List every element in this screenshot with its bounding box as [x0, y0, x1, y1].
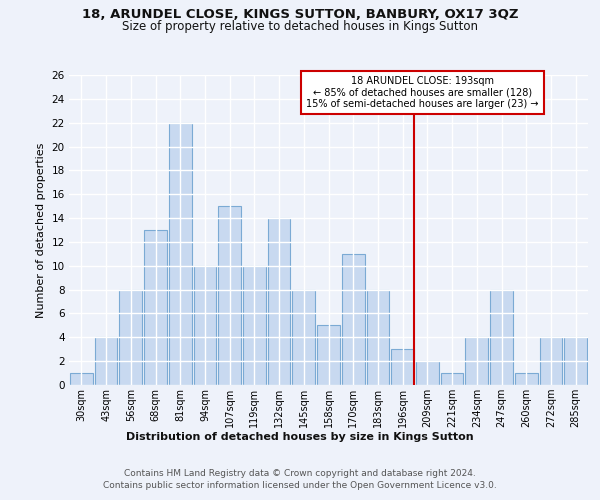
- Bar: [441, 373, 463, 385]
- Bar: [268, 218, 290, 385]
- Bar: [292, 290, 315, 385]
- Bar: [218, 206, 241, 385]
- Bar: [515, 373, 538, 385]
- Bar: [539, 338, 562, 385]
- Text: Distribution of detached houses by size in Kings Sutton: Distribution of detached houses by size …: [126, 432, 474, 442]
- Text: Contains HM Land Registry data © Crown copyright and database right 2024.: Contains HM Land Registry data © Crown c…: [124, 469, 476, 478]
- Bar: [70, 373, 93, 385]
- Bar: [243, 266, 266, 385]
- Text: 18 ARUNDEL CLOSE: 193sqm
← 85% of detached houses are smaller (128)
15% of semi-: 18 ARUNDEL CLOSE: 193sqm ← 85% of detach…: [306, 76, 539, 110]
- Bar: [144, 230, 167, 385]
- Bar: [194, 266, 216, 385]
- Y-axis label: Number of detached properties: Number of detached properties: [36, 142, 46, 318]
- Bar: [95, 338, 118, 385]
- Bar: [119, 290, 142, 385]
- Bar: [169, 122, 191, 385]
- Text: Contains public sector information licensed under the Open Government Licence v3: Contains public sector information licen…: [103, 481, 497, 490]
- Bar: [466, 338, 488, 385]
- Bar: [367, 290, 389, 385]
- Bar: [490, 290, 513, 385]
- Bar: [342, 254, 365, 385]
- Bar: [416, 361, 439, 385]
- Bar: [317, 326, 340, 385]
- Text: Size of property relative to detached houses in Kings Sutton: Size of property relative to detached ho…: [122, 20, 478, 33]
- Bar: [564, 338, 587, 385]
- Bar: [391, 349, 414, 385]
- Text: 18, ARUNDEL CLOSE, KINGS SUTTON, BANBURY, OX17 3QZ: 18, ARUNDEL CLOSE, KINGS SUTTON, BANBURY…: [82, 8, 518, 20]
